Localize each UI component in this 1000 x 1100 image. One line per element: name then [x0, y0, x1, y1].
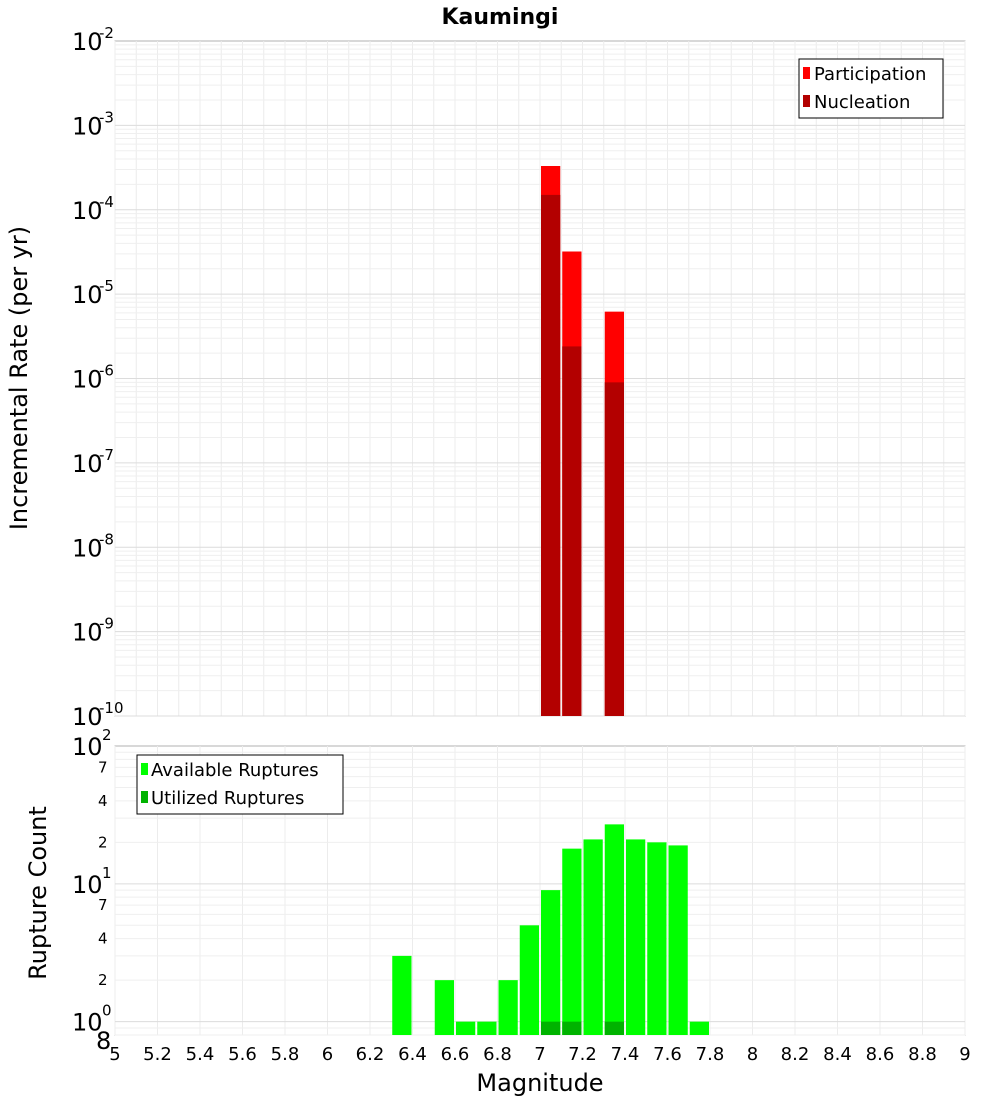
y-tick-label: 10 — [72, 871, 103, 899]
count-y-axis-label: Rupture Count — [24, 806, 52, 980]
x-tick-label: 5 — [109, 1044, 120, 1065]
y-tick-label: 10 — [72, 197, 103, 225]
y-tick-exponent: -4 — [99, 193, 114, 211]
bar-available-ruptures — [647, 842, 667, 1035]
x-tick-label: 6 — [322, 1044, 333, 1065]
bar-available-ruptures — [562, 848, 582, 1035]
rate-legend-box — [798, 58, 944, 119]
bar-utilized-ruptures — [562, 1021, 582, 1035]
x-tick-label: 9 — [959, 1044, 970, 1065]
x-tick-label: 7 — [534, 1044, 545, 1065]
x-tick-label: 8.2 — [781, 1044, 810, 1065]
y-tick-label: 10 — [72, 450, 103, 478]
bar-available-ruptures — [519, 925, 539, 1035]
x-tick-label: 8.6 — [866, 1044, 895, 1065]
legend-swatch-available — [141, 763, 148, 775]
bar-available-ruptures — [434, 980, 454, 1035]
bar-utilized-ruptures — [541, 1021, 561, 1035]
y-tick-exponent: -2 — [99, 24, 114, 42]
count-legend: Available Ruptures Utilized Ruptures — [136, 754, 344, 815]
x-tick-label: 5.8 — [271, 1044, 300, 1065]
rate-grid — [114, 41, 966, 717]
y-tick-exponent: 1 — [102, 864, 112, 882]
y-tick-exponent: -3 — [99, 108, 114, 126]
y-tick-label: 10 — [72, 703, 103, 731]
bar-available-ruptures — [477, 1021, 497, 1035]
x-tick-label: 5.4 — [186, 1044, 215, 1065]
chart-title: Kaumingi — [442, 5, 559, 30]
y-tick-label: 10 — [72, 28, 103, 56]
x-tick-label: 7.8 — [696, 1044, 725, 1065]
y-tick-exponent: -5 — [99, 277, 114, 295]
y-tick-label: 10 — [72, 619, 103, 647]
y-tick-exponent: -6 — [99, 362, 114, 380]
y-tick-exponent: -10 — [99, 699, 124, 717]
y-tick-label: 10 — [72, 534, 103, 562]
x-tick-label: 8.8 — [908, 1044, 937, 1065]
bar-utilized-ruptures — [604, 1021, 624, 1035]
y-tick-minor-label: 4 — [98, 930, 108, 948]
rate-y-ticks: 10-210-310-410-510-610-710-810-910-10 — [72, 24, 124, 731]
legend-swatch-nucleation — [803, 95, 810, 107]
legend-swatch-utilized — [141, 791, 148, 803]
bar-nucleation — [604, 382, 624, 716]
x-tick-label: 5.6 — [228, 1044, 257, 1065]
legend-label-nucleation: Nucleation — [814, 92, 910, 113]
bar-available-ruptures — [604, 824, 624, 1035]
rate-panel: Kaumingi 10-210-310-410-510-610-710-810-… — [5, 5, 966, 731]
x-tick-label: 7.2 — [568, 1044, 597, 1065]
x-tick-label: 6.2 — [356, 1044, 385, 1065]
count-bars — [392, 824, 709, 1035]
legend-label-available: Available Ruptures — [151, 760, 319, 781]
bar-nucleation — [562, 346, 582, 716]
y-tick-minor-label: 7 — [98, 758, 108, 776]
y-tick-exponent: -8 — [99, 530, 114, 548]
y-tick-label: 10 — [72, 733, 103, 761]
y-tick-minor-label: 2 — [98, 833, 108, 851]
y-tick-label: 10 — [72, 1009, 103, 1037]
y-tick-exponent: -9 — [99, 615, 114, 633]
rate-legend: Participation Nucleation — [798, 58, 944, 119]
x-tick-label: 5.2 — [143, 1044, 172, 1065]
y-tick-label: 10 — [72, 366, 103, 394]
count-x-ticks: 5 5.2 5.4 5.6 5.8 6 6.2 6.4 6.6 6.8 7 7.2 7.4 7.6 7.8 8… — [109, 1044, 970, 1065]
x-axis-label: Magnitude — [476, 1069, 603, 1097]
bar-available-ruptures — [668, 845, 688, 1035]
bar-nucleation — [541, 194, 561, 716]
rate-y-axis-label: Incremental Rate (per yr) — [5, 226, 33, 530]
y-tick-minor-label: 7 — [98, 896, 108, 914]
y-tick-minor-label: 2 — [98, 971, 108, 989]
x-tick-label: 8.4 — [823, 1044, 852, 1065]
x-tick-label: 8 — [747, 1044, 758, 1065]
bar-available-ruptures — [541, 890, 561, 1035]
legend-label-utilized: Utilized Ruptures — [151, 788, 304, 809]
y-tick-minor-label: 8 — [96, 1027, 111, 1055]
y-tick-label: 10 — [72, 112, 103, 140]
y-tick-exponent: 0 — [102, 1002, 112, 1020]
x-tick-label: 6.6 — [441, 1044, 470, 1065]
bar-available-ruptures — [626, 839, 646, 1035]
y-tick-minor-label: 4 — [98, 792, 108, 810]
bar-available-ruptures — [498, 980, 518, 1035]
bar-available-ruptures — [456, 1021, 476, 1035]
legend-label-participation: Participation — [814, 64, 926, 85]
x-tick-label: 7.4 — [611, 1044, 640, 1065]
bar-available-ruptures — [583, 839, 603, 1035]
rate-bars — [541, 166, 624, 717]
x-tick-label: 6.8 — [483, 1044, 512, 1065]
legend-swatch-participation — [803, 67, 810, 79]
x-tick-label: 6.4 — [398, 1044, 427, 1065]
count-legend-box — [136, 754, 344, 815]
bar-available-ruptures — [689, 1021, 709, 1035]
y-tick-exponent: -7 — [99, 446, 114, 464]
x-tick-label: 7.6 — [653, 1044, 682, 1065]
y-tick-label: 10 — [72, 281, 103, 309]
bar-available-ruptures — [392, 955, 412, 1035]
y-tick-exponent: 2 — [102, 726, 112, 744]
